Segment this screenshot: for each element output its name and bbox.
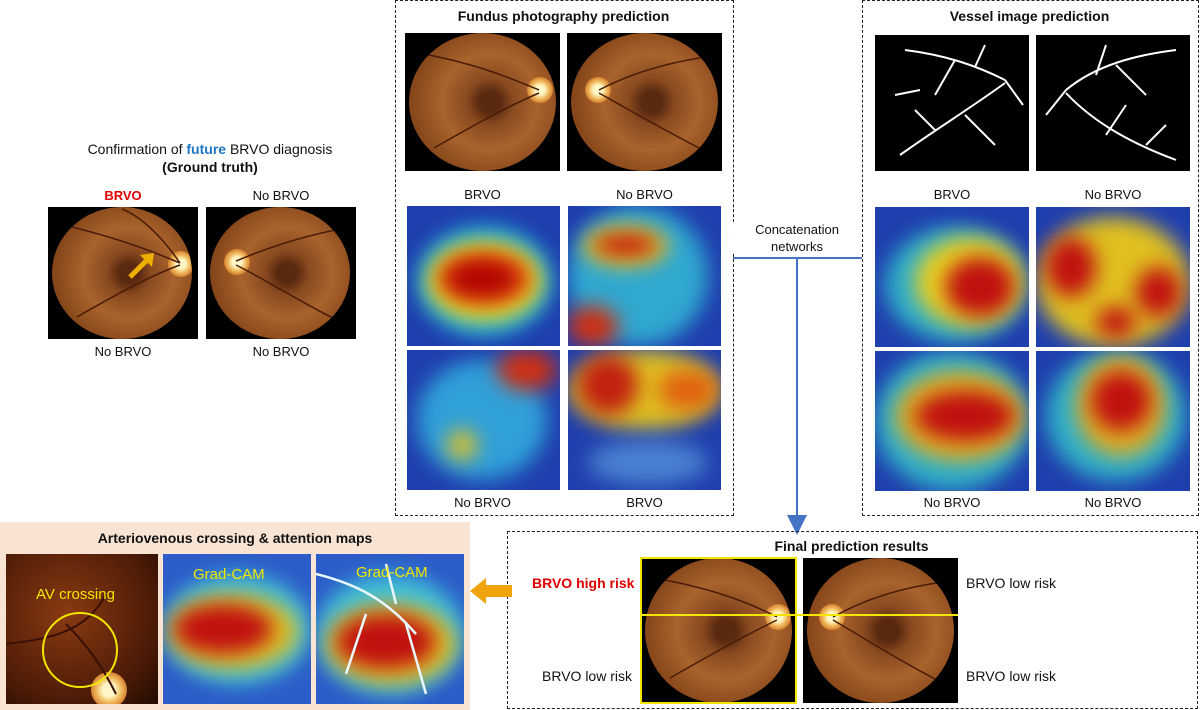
title-suffix: BRVO diagnosis: [226, 141, 333, 157]
title-prefix: Confirmation of: [87, 141, 187, 157]
vessel-label-top-1: BRVO: [933, 187, 971, 202]
future-highlight: future: [186, 141, 227, 157]
vessel-heatmap-3: [875, 351, 1029, 491]
vessel-panel-title: Vessel image prediction: [949, 8, 1110, 24]
vessel-label-bottom-2: No BRVO: [1084, 495, 1142, 510]
av-panel-title: Arteriovenous crossing & attention maps: [97, 530, 373, 546]
yellow-arrow-icon: [128, 253, 154, 279]
gt-fundus-no-brvo: [206, 207, 356, 339]
fundus-heatmap-3: [407, 350, 560, 490]
final-panel-title: Final prediction results: [774, 538, 929, 554]
concat-label-line1: Concatenation: [733, 222, 861, 237]
fundus-label-top-2: No BRVO: [616, 187, 673, 202]
concat-label-line2: networks: [733, 239, 861, 254]
fundus-label-bottom-1: No BRVO: [454, 495, 511, 510]
gt-label-bottom-1: No BRVO: [94, 344, 152, 359]
fundus-heatmap-4: [568, 350, 721, 490]
gradcam-vessel: Grad-CAM: [316, 554, 464, 704]
av-crossing-label: AV crossing: [36, 586, 115, 603]
vessel-heatmap-1: [875, 207, 1029, 347]
av-crossing-image: AV crossing: [6, 554, 158, 704]
final-fundus-1: [641, 558, 796, 703]
fundus-heatmap-1: [407, 206, 560, 346]
brvo-low-risk-bottom-left: BRVO low risk: [542, 668, 632, 684]
gradcam-fundus: Grad-CAM: [163, 554, 311, 704]
vessel-label-top-2: No BRVO: [1084, 187, 1142, 202]
fundus-label-bottom-2: BRVO: [626, 495, 663, 510]
vessel-heatmap-4: [1036, 351, 1190, 491]
brvo-high-risk-label: BRVO high risk: [532, 575, 635, 591]
fundus-photo-no-brvo: [567, 33, 722, 171]
vessel-prediction-panel: [862, 0, 1199, 516]
ground-truth-title: Confirmation of future BRVO diagnosis: [40, 141, 380, 157]
vessel-heatmap-2: [1036, 207, 1190, 347]
gt-label-no-brvo-top: No BRVO: [252, 188, 310, 203]
av-crossing-circle: [42, 612, 118, 688]
fundus-panel-title: Fundus photography prediction: [457, 8, 670, 24]
final-fundus-2: [803, 558, 958, 703]
vessel-image-no-brvo: [1036, 35, 1190, 171]
gt-fundus-brvo: [48, 207, 198, 339]
gradcam-label-2: Grad-CAM: [356, 564, 428, 581]
gt-label-brvo: BRVO: [104, 188, 142, 203]
vessel-label-bottom-1: No BRVO: [923, 495, 981, 510]
gradcam-label-1: Grad-CAM: [193, 566, 265, 583]
fundus-photo-brvo: [405, 33, 560, 171]
ground-truth-subtitle: (Ground truth): [162, 159, 258, 175]
orange-arrow-icon: [470, 578, 512, 604]
final-prediction-panel: [507, 531, 1198, 709]
gt-label-bottom-2: No BRVO: [252, 344, 310, 359]
vessel-image-brvo: [875, 35, 1029, 171]
fundus-label-top-1: BRVO: [464, 187, 501, 202]
fundus-heatmap-2: [568, 206, 721, 346]
brvo-low-risk-bottom-right: BRVO low risk: [966, 668, 1056, 684]
brvo-low-risk-top-right: BRVO low risk: [966, 575, 1056, 591]
